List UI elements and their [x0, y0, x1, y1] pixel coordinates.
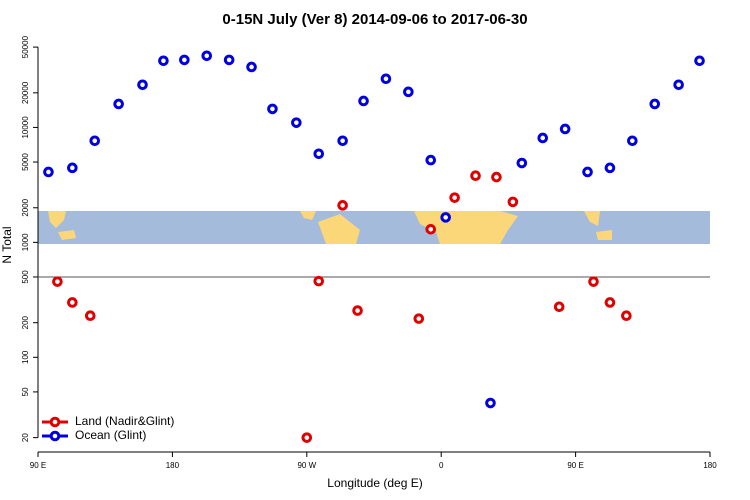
data-point	[201, 50, 213, 62]
legend-marker	[49, 416, 61, 428]
data-point	[267, 103, 278, 115]
data-point	[413, 313, 425, 324]
data-point	[246, 61, 257, 73]
y-tick-label: 200	[21, 315, 30, 329]
data-point	[491, 171, 502, 183]
data-point	[113, 98, 124, 110]
land-shape	[300, 211, 316, 220]
data-point	[673, 79, 684, 91]
data-point	[440, 212, 451, 223]
data-point	[291, 117, 302, 128]
data-point	[358, 95, 369, 107]
data-point	[403, 86, 414, 98]
data-point	[137, 79, 148, 91]
legend-label: Ocean (Glint)	[75, 428, 146, 442]
data-point	[301, 432, 313, 443]
x-tick-label: 90 E	[30, 461, 46, 470]
legend-label: Land (Nadir&Glint)	[75, 414, 174, 428]
data-point	[67, 162, 78, 174]
y-tick-label: 20	[21, 433, 30, 442]
data-point	[380, 73, 392, 85]
y-tick-label: 5000	[21, 153, 30, 171]
data-point	[588, 276, 599, 287]
data-point	[352, 305, 363, 316]
y-axis-label: N Total	[0, 226, 14, 263]
x-tick-label: 0	[439, 461, 444, 470]
data-point	[67, 297, 78, 308]
data-point	[84, 310, 96, 322]
data-point	[621, 310, 632, 322]
land-shape	[584, 211, 600, 226]
data-point	[52, 276, 63, 287]
data-point	[313, 148, 325, 160]
data-point	[449, 192, 460, 203]
data-point	[485, 397, 496, 409]
y-tick-label: 1000	[21, 233, 30, 251]
data-point	[89, 135, 101, 147]
y-tick-label: 2000	[21, 198, 30, 216]
data-point	[223, 54, 235, 66]
land-shape	[596, 230, 612, 240]
data-point	[649, 98, 661, 110]
data-point	[604, 297, 616, 308]
data-point	[158, 55, 169, 67]
y-tick-label: 10000	[21, 116, 30, 139]
data-point	[337, 200, 348, 211]
data-point	[43, 166, 54, 178]
data-point	[425, 223, 437, 235]
data-point	[582, 166, 593, 178]
land-shape	[48, 211, 66, 228]
data-point	[516, 157, 528, 169]
data-point	[604, 162, 616, 174]
data-point	[337, 135, 348, 147]
legend-marker	[49, 430, 61, 442]
data-point	[425, 154, 437, 166]
data-point	[553, 301, 565, 313]
x-tick-label: 90 E	[567, 461, 583, 470]
x-tick-label: 180	[166, 461, 180, 470]
data-point	[313, 275, 325, 287]
land-shape	[58, 230, 76, 240]
map-band	[38, 211, 710, 244]
data-point	[694, 55, 705, 67]
y-tick-label: 500	[21, 270, 30, 284]
data-point	[179, 54, 190, 66]
y-tick-label: 20000	[21, 81, 30, 104]
y-tick-label: 50	[21, 387, 30, 396]
data-point	[627, 135, 638, 147]
data-point	[470, 170, 481, 182]
x-tick-label: 180	[703, 461, 717, 470]
data-point	[507, 196, 519, 208]
x-axis-label: Longitude (deg E)	[327, 476, 422, 490]
x-tick-label: 90 W	[297, 461, 316, 470]
y-tick-label: 50000	[21, 35, 30, 58]
data-point	[537, 132, 549, 144]
chart-title: 0-15N July (Ver 8) 2014-09-06 to 2017-06…	[222, 11, 527, 28]
data-point	[559, 123, 571, 135]
y-tick-label: 100	[21, 350, 30, 364]
land-shape	[414, 211, 518, 244]
land-shape	[318, 214, 360, 244]
